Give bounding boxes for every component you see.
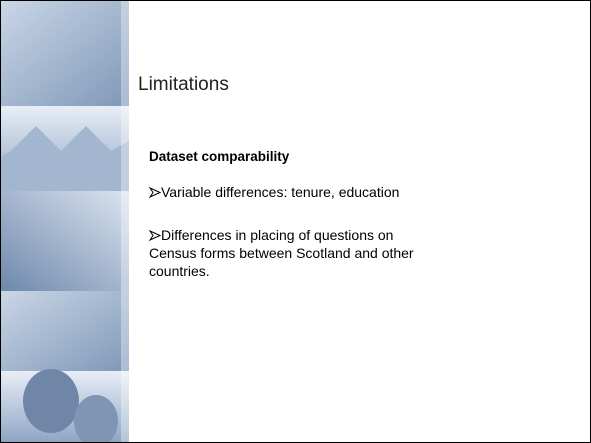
- slide: Limitations Dataset comparability Variab…: [0, 0, 591, 443]
- photo-strip: [1, 1, 129, 442]
- bullet-arrow: [149, 230, 161, 241]
- section-heading: Dataset comparability: [149, 149, 289, 164]
- bullet: Variable differences: tenure, education: [149, 183, 419, 201]
- bullet-arrow: [149, 187, 161, 198]
- bullet-text: Differences in placing of questions on C…: [149, 227, 414, 279]
- slide-title: Limitations: [138, 74, 229, 96]
- bullet: Differences in placing of questions on C…: [149, 226, 419, 280]
- bullet-text: Variable differences: tenure, education: [161, 184, 399, 200]
